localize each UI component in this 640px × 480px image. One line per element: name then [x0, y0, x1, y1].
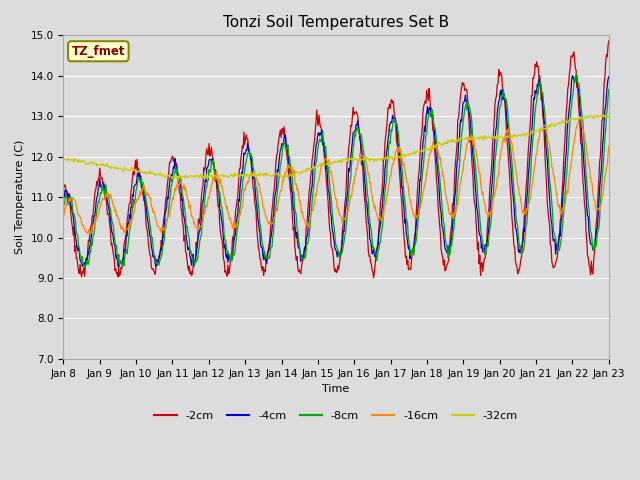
-16cm [182, 185, 189, 191]
-4cm [115, 264, 123, 270]
Line: -8cm: -8cm [63, 74, 609, 268]
-32cm [69, 158, 77, 164]
-4cm [69, 215, 77, 220]
-8cm [81, 265, 88, 271]
-4cm [403, 234, 411, 240]
-16cm [60, 211, 67, 217]
-16cm [211, 178, 218, 183]
-4cm [60, 192, 67, 198]
-16cm [419, 190, 427, 196]
-8cm [69, 212, 77, 217]
Line: -2cm: -2cm [63, 41, 609, 278]
-2cm [403, 262, 411, 267]
-32cm [182, 172, 189, 178]
-2cm [125, 201, 133, 206]
-32cm [605, 113, 612, 119]
-16cm [576, 115, 584, 120]
-8cm [403, 217, 411, 223]
Y-axis label: Soil Temperature (C): Soil Temperature (C) [15, 140, 25, 254]
-4cm [182, 226, 189, 231]
-32cm [403, 152, 411, 158]
-16cm [69, 195, 77, 201]
-2cm [419, 109, 427, 115]
-8cm [182, 213, 189, 219]
-4cm [605, 74, 612, 80]
-2cm [210, 159, 218, 165]
Line: -32cm: -32cm [63, 115, 609, 180]
-8cm [126, 226, 134, 231]
-8cm [419, 166, 427, 172]
-4cm [211, 167, 218, 172]
X-axis label: Time: Time [323, 384, 349, 394]
-8cm [211, 166, 218, 171]
-32cm [60, 156, 67, 161]
-8cm [60, 204, 67, 210]
-4cm [419, 139, 427, 145]
-32cm [211, 172, 218, 178]
-16cm [605, 144, 612, 149]
-8cm [572, 72, 580, 77]
-4cm [573, 73, 580, 79]
-8cm [605, 87, 612, 93]
-2cm [605, 38, 612, 44]
-4cm [126, 216, 134, 222]
-32cm [175, 178, 182, 183]
-16cm [86, 231, 94, 237]
-32cm [600, 112, 607, 118]
-2cm [60, 184, 67, 190]
Text: TZ_fmet: TZ_fmet [72, 45, 125, 58]
Title: Tonzi Soil Temperatures Set B: Tonzi Soil Temperatures Set B [223, 15, 449, 30]
Line: -16cm: -16cm [63, 118, 609, 234]
-32cm [419, 149, 427, 155]
Legend: -2cm, -4cm, -8cm, -16cm, -32cm: -2cm, -4cm, -8cm, -16cm, -32cm [150, 407, 522, 425]
-2cm [69, 232, 77, 238]
-2cm [370, 275, 378, 281]
-32cm [125, 167, 133, 173]
-16cm [126, 223, 134, 228]
Line: -4cm: -4cm [63, 76, 609, 267]
-16cm [403, 179, 411, 185]
-2cm [181, 232, 189, 238]
